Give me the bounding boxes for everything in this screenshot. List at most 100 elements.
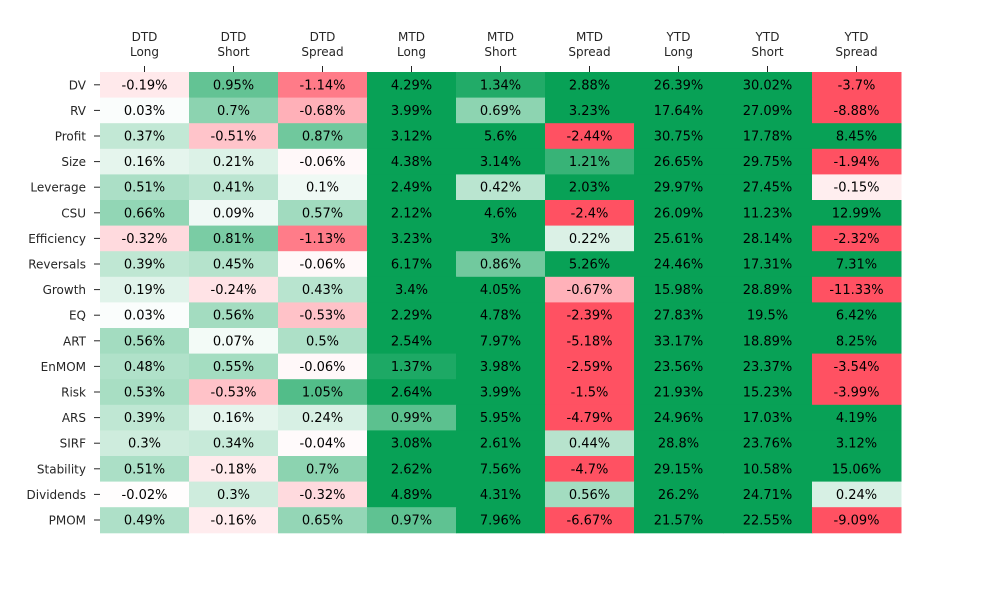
cell-value-label: 4.89% [391, 488, 432, 503]
heatmap-cell [634, 481, 724, 508]
heatmap-cell [189, 302, 279, 329]
heatmap-cell [456, 200, 546, 227]
heatmap-cell [634, 225, 724, 252]
heatmap-cell [367, 72, 457, 99]
cell-value-label: -1.13% [300, 232, 346, 247]
cell-value-label: -3.99% [834, 386, 880, 401]
heatmap-cell [367, 174, 457, 201]
cell-value-label: 24.96% [654, 411, 704, 426]
heatmap-cell [456, 72, 546, 99]
column-label: DTD [221, 30, 247, 44]
cell-value-label: 17.64% [654, 104, 704, 119]
cell-value-label: 0.87% [302, 130, 343, 145]
heatmap-cell [456, 404, 546, 431]
cell-value-label: 0.3% [128, 437, 161, 452]
cell-value-label: 6.17% [391, 258, 432, 273]
heatmap-cell [278, 72, 368, 99]
row-label: EnMOM [41, 360, 86, 374]
cell-value-label: 3.99% [391, 104, 432, 119]
heatmap-cell [278, 200, 368, 227]
cell-value-label: 12.99% [832, 206, 882, 221]
heatmap-cell [634, 430, 724, 457]
heatmap-cell [545, 404, 635, 431]
cell-value-label: -0.02% [122, 488, 168, 503]
heatmap-cell [723, 123, 813, 150]
heatmap-cell [812, 276, 902, 303]
heatmap-cell [634, 404, 724, 431]
cell-value-label: 26.09% [654, 206, 704, 221]
heatmap-cell [456, 276, 546, 303]
row-label: Profit [55, 130, 87, 144]
cell-value-label: 27.09% [743, 104, 793, 119]
cell-value-label: 8.25% [836, 334, 877, 349]
cell-value-label: 4.19% [836, 411, 877, 426]
cell-value-label: 0.42% [480, 181, 521, 196]
column-label: Spread [835, 45, 877, 59]
column-label: Long [664, 45, 693, 59]
cell-value-label: 17.03% [743, 411, 793, 426]
cell-value-label: 2.54% [391, 334, 432, 349]
cell-value-label: 0.99% [391, 411, 432, 426]
cell-value-label: 0.57% [302, 206, 343, 221]
cell-value-label: 1.34% [480, 78, 521, 93]
cell-value-label: 2.64% [391, 386, 432, 401]
cell-value-label: 0.65% [302, 514, 343, 529]
column-label: MTD [576, 30, 603, 44]
cell-value-label: 7.97% [480, 334, 521, 349]
heatmap-cell [100, 328, 190, 355]
cell-value-label: -2.32% [834, 232, 880, 247]
cell-value-label: -2.59% [567, 360, 613, 375]
cell-value-label: 15.23% [743, 386, 793, 401]
cell-value-label: 24.46% [654, 258, 704, 273]
heatmap-cell [189, 225, 279, 252]
heatmap-cell [189, 481, 279, 508]
heatmap-cell [545, 507, 635, 534]
heatmap-cell [634, 456, 724, 483]
cell-value-label: 23.56% [654, 360, 704, 375]
cell-value-label: 15.06% [832, 462, 882, 477]
cell-value-label: 0.7% [306, 462, 339, 477]
cell-value-label: 4.78% [480, 309, 521, 324]
cell-value-label: 11.23% [743, 206, 793, 221]
heatmap-cell [723, 225, 813, 252]
heatmap-cell [545, 251, 635, 278]
cell-value-label: 2.62% [391, 462, 432, 477]
cell-value-label: 3.99% [480, 386, 521, 401]
column-label: MTD [487, 30, 514, 44]
heatmap-cell [456, 379, 546, 406]
heatmap-cell [634, 174, 724, 201]
heatmap-cell [189, 456, 279, 483]
cell-value-label: 10.58% [743, 462, 793, 477]
cell-value-label: -0.53% [211, 386, 257, 401]
heatmap-cell [100, 174, 190, 201]
heatmap-cell [278, 456, 368, 483]
heatmap-cell [100, 251, 190, 278]
heatmap-cell [812, 379, 902, 406]
heatmap-cell [278, 404, 368, 431]
cell-value-label: 21.93% [654, 386, 704, 401]
cell-value-label: 2.49% [391, 181, 432, 196]
cell-value-label: 23.76% [743, 437, 793, 452]
heatmap-cell [545, 200, 635, 227]
heatmap-cell [812, 328, 902, 355]
heatmap-cell [367, 97, 457, 124]
heatmap-cell [812, 200, 902, 227]
cell-value-label: 0.81% [213, 232, 254, 247]
cell-value-label: -0.51% [211, 130, 257, 145]
cell-value-label: 0.16% [213, 411, 254, 426]
row-label: Reversals [28, 258, 86, 272]
heatmap-cell [456, 251, 546, 278]
heatmap-cell [456, 148, 546, 175]
cell-value-label: 25.61% [654, 232, 704, 247]
heatmap-cell [278, 225, 368, 252]
cell-value-label: -1.14% [300, 78, 346, 93]
cell-value-label: 26.2% [658, 488, 699, 503]
cell-value-label: 26.39% [654, 78, 704, 93]
cell-value-label: -0.32% [122, 232, 168, 247]
cell-value-label: -0.32% [300, 488, 346, 503]
heatmap-cell [812, 225, 902, 252]
